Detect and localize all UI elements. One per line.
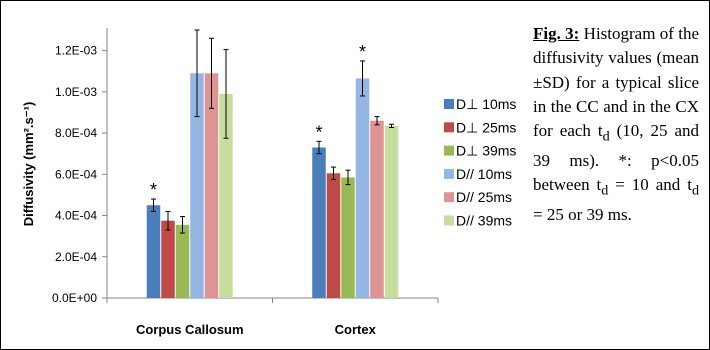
bar bbox=[146, 205, 161, 298]
bar bbox=[384, 125, 399, 298]
bar bbox=[175, 224, 190, 298]
y-tick-label: 8.0E-04 bbox=[55, 126, 97, 140]
bar bbox=[204, 73, 219, 299]
legend-label: D// 25ms bbox=[456, 189, 512, 205]
legend-label: D// 39ms bbox=[456, 213, 512, 229]
bar bbox=[190, 73, 204, 299]
legend-label: D⊥ 25ms bbox=[456, 119, 516, 135]
significance-marker: * bbox=[315, 122, 322, 142]
y-tick-label: 1.2E-03 bbox=[55, 44, 97, 58]
bar bbox=[355, 78, 370, 298]
legend-swatch bbox=[444, 145, 454, 156]
legend-label: D// 10ms bbox=[456, 166, 512, 182]
bar bbox=[219, 93, 233, 299]
bar bbox=[326, 173, 341, 298]
legend-label: D⊥ 39ms bbox=[456, 143, 516, 159]
y-tick-label: 4.0E-04 bbox=[55, 209, 97, 223]
y-tick-label: 2.0E-04 bbox=[55, 250, 97, 264]
bar bbox=[370, 120, 384, 298]
significance-marker: * bbox=[150, 180, 157, 200]
bar bbox=[312, 147, 326, 298]
y-tick-label: 0.0E+00 bbox=[52, 291, 97, 305]
bar bbox=[341, 177, 355, 298]
y-tick-label: 6.0E-04 bbox=[55, 167, 97, 181]
legend-label: D⊥ 10ms bbox=[456, 96, 516, 112]
figure-label: Fig. 3: bbox=[533, 24, 580, 43]
significance-marker: * bbox=[359, 42, 366, 62]
category-label: Cortex bbox=[335, 322, 377, 337]
caption-text: Histogram of the diffusivity values (mea… bbox=[533, 24, 700, 224]
y-tick-label: 1.0E-03 bbox=[55, 85, 97, 99]
legend-swatch bbox=[444, 192, 454, 203]
bar bbox=[161, 220, 175, 298]
y-axis-title: Diffusivity (mm².s⁻¹) bbox=[21, 102, 36, 227]
legend-swatch bbox=[444, 215, 454, 226]
legend-swatch bbox=[444, 168, 454, 179]
legend-swatch bbox=[444, 122, 454, 133]
figure-caption: Fig. 3: Histogram of the diffusivity val… bbox=[533, 22, 699, 227]
legend-swatch bbox=[444, 99, 454, 109]
category-label: Corpus Callosum bbox=[136, 322, 244, 337]
